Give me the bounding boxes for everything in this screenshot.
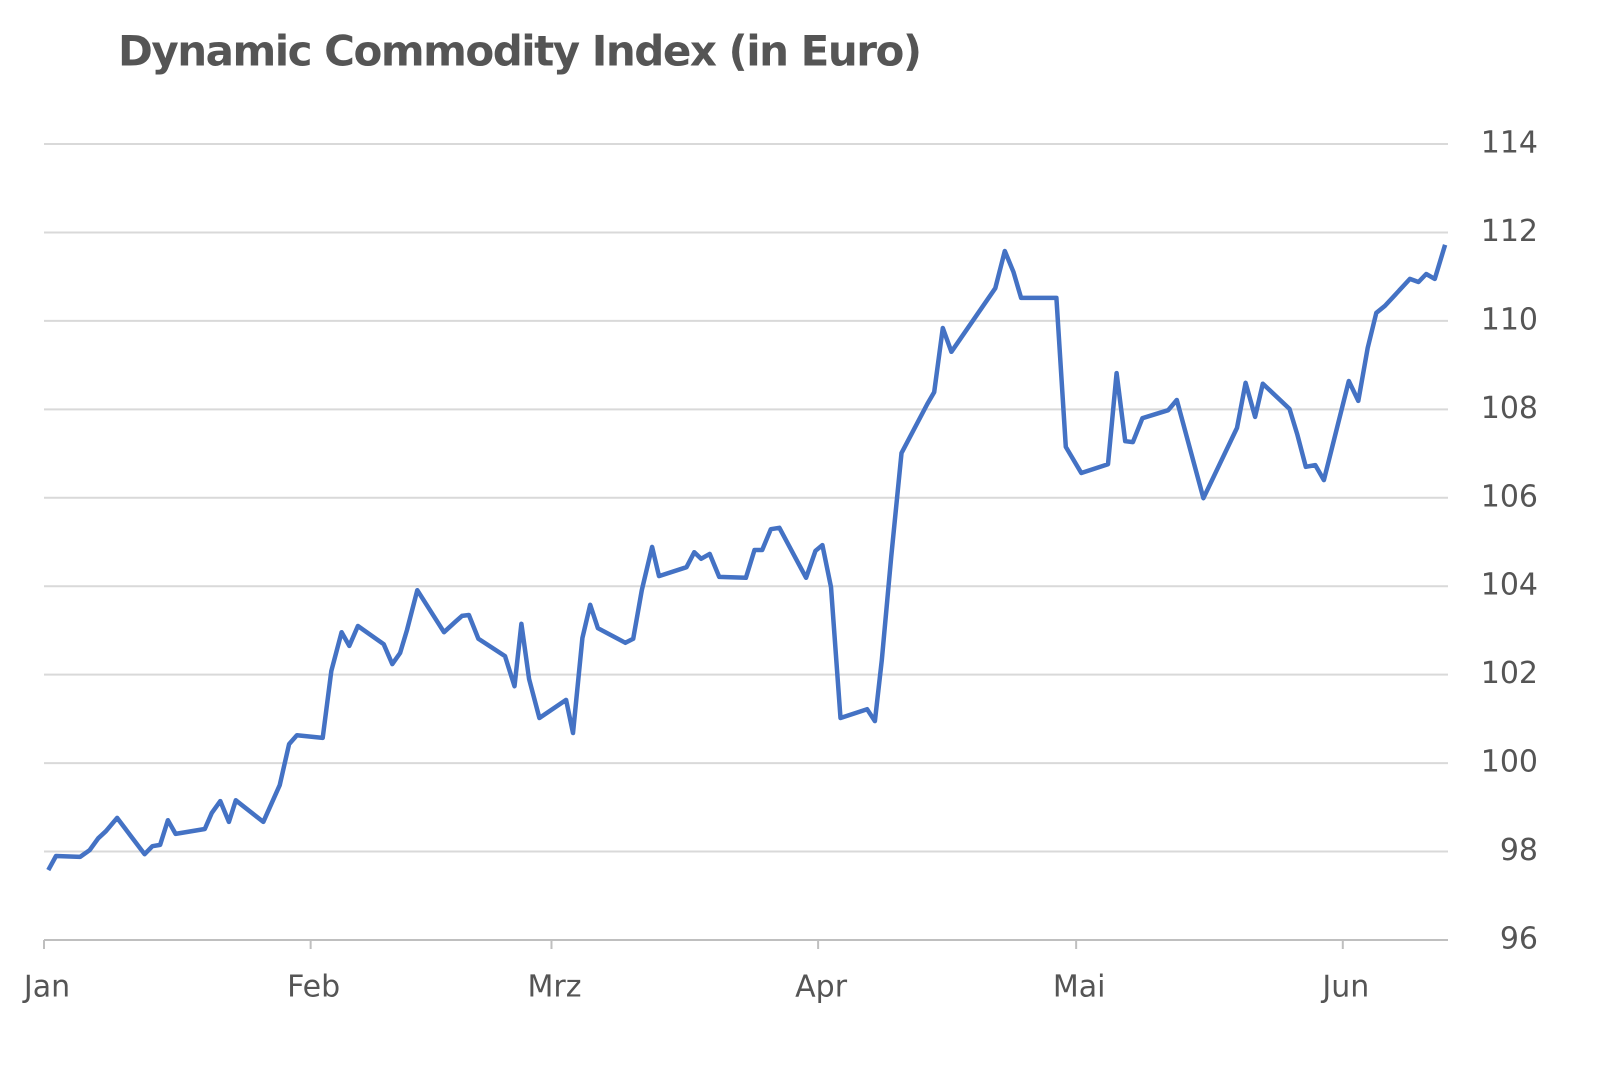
y-tick-label: 114 — [1481, 126, 1538, 161]
y-tick-label: 106 — [1481, 479, 1538, 514]
y-tick-label: 102 — [1481, 656, 1538, 691]
x-tick-label: Mai — [1053, 970, 1106, 1005]
y-tick-label: 96 — [1500, 922, 1538, 957]
y-tick-label: 112 — [1481, 214, 1538, 249]
x-tick-label: Feb — [287, 970, 340, 1005]
y-tick-label: 100 — [1481, 745, 1538, 780]
y-tick-label: 108 — [1481, 391, 1538, 426]
x-tick-label: Apr — [795, 970, 848, 1005]
x-tick-label: Mrz — [527, 970, 581, 1005]
chart-title: Dynamic Commodity Index (in Euro) — [118, 27, 921, 76]
x-tick-label: Jan — [22, 970, 70, 1005]
y-tick-label: 98 — [1500, 833, 1538, 868]
y-tick-label: 104 — [1481, 568, 1538, 603]
x-tick-label: Jun — [1320, 970, 1369, 1005]
y-tick-label: 110 — [1481, 302, 1538, 337]
data-line — [46, 244, 1448, 872]
